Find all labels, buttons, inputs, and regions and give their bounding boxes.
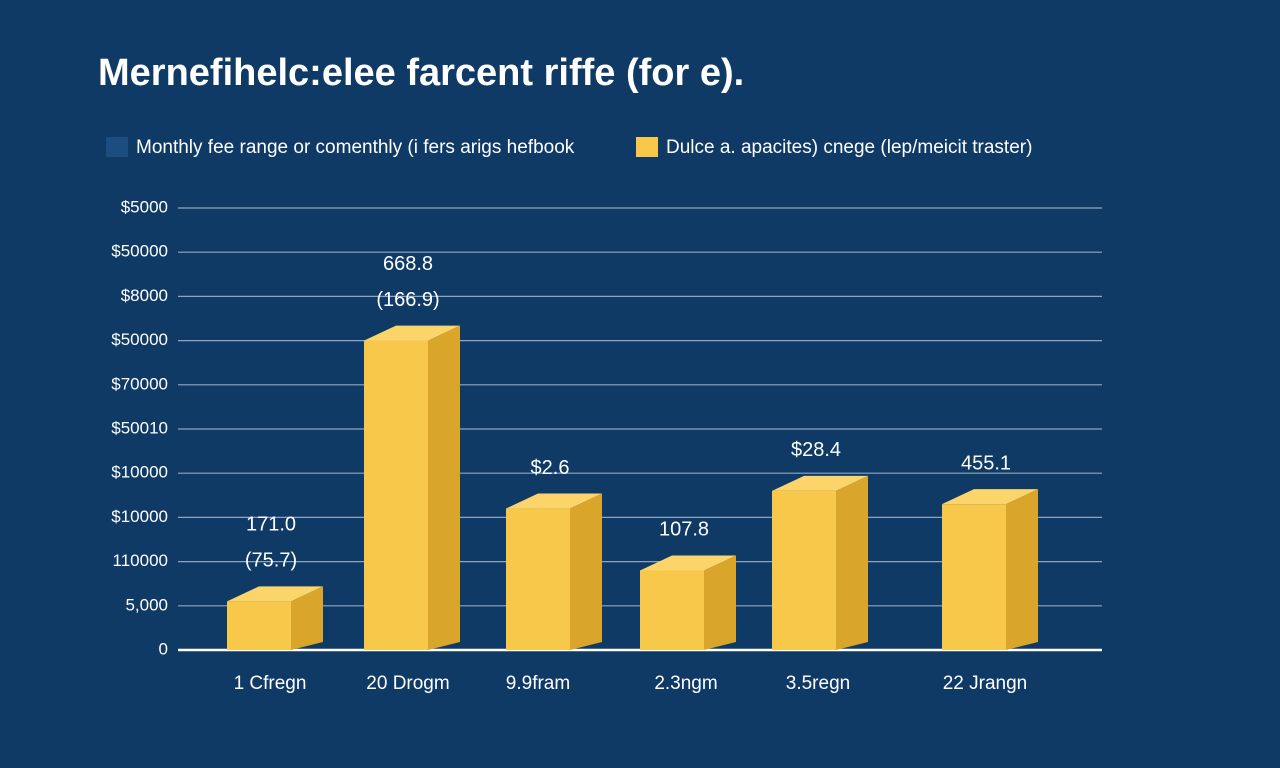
x-tick-label: 3.5regn: [786, 673, 850, 694]
legend-swatch: [106, 137, 128, 157]
bar-top: [942, 489, 1038, 505]
bar: [640, 555, 736, 650]
y-tick-label: $50010: [111, 418, 168, 437]
bar-top: [640, 555, 736, 571]
bar-front: [942, 504, 1006, 650]
bar-side: [836, 475, 868, 650]
bar-front: [364, 340, 428, 650]
x-tick-label: 9.9fram: [506, 673, 570, 694]
bar: [942, 489, 1038, 650]
y-tick-label: $50000: [111, 330, 168, 349]
bar-top: [772, 475, 868, 491]
bar-front: [506, 508, 570, 650]
bar-side: [570, 493, 602, 650]
y-tick-label: $50000: [111, 242, 168, 261]
bar-front: [772, 490, 836, 650]
y-tick-label: $8000: [121, 286, 168, 305]
data-label: $2.6: [531, 457, 570, 479]
bar-side: [291, 586, 323, 650]
bar-side: [1006, 489, 1038, 650]
bar: [772, 475, 868, 650]
data-label: 171.0: [246, 514, 296, 536]
bar-front: [640, 570, 704, 650]
data-label: (75.7): [245, 550, 297, 572]
y-tick-label: $70000: [111, 374, 168, 393]
y-tick-label: $10000: [111, 507, 168, 526]
y-tick-label: 110000: [113, 551, 168, 570]
y-tick-label: 5,000: [125, 595, 168, 614]
bar-top: [227, 586, 323, 602]
data-label: $28.4: [791, 439, 841, 461]
data-label: 455.1: [961, 452, 1011, 474]
legend-swatch: [636, 137, 658, 157]
x-tick-label: 20 Drogm: [366, 673, 449, 694]
data-label: (166.9): [376, 289, 439, 311]
bar-top: [506, 493, 602, 509]
x-tick-label: 22 Jrangn: [943, 673, 1028, 694]
legend-label: Dulce a. apacites) cnege (lep/meicit tra…: [666, 137, 1032, 158]
bar-side: [428, 325, 460, 650]
bar: [506, 493, 602, 650]
x-tick-label: 2.3ngm: [654, 673, 717, 694]
bar-side: [704, 555, 736, 650]
bar-top: [364, 325, 460, 341]
bar: [227, 586, 323, 650]
x-tick-label: 1 Cfregn: [234, 673, 307, 694]
chart-title: Mernefihelc:elee farcent riffe (for e).: [98, 52, 744, 94]
legend-label: Monthly fee range or comenthly (i fers a…: [136, 137, 575, 158]
y-tick-label: $10000: [111, 463, 168, 482]
bar-front: [227, 601, 291, 650]
data-label: 107.8: [659, 519, 709, 541]
bar: [364, 325, 460, 650]
data-label: 668.8: [383, 253, 433, 275]
y-tick-label: 0: [159, 639, 168, 658]
y-tick-label: $5000: [121, 197, 168, 216]
